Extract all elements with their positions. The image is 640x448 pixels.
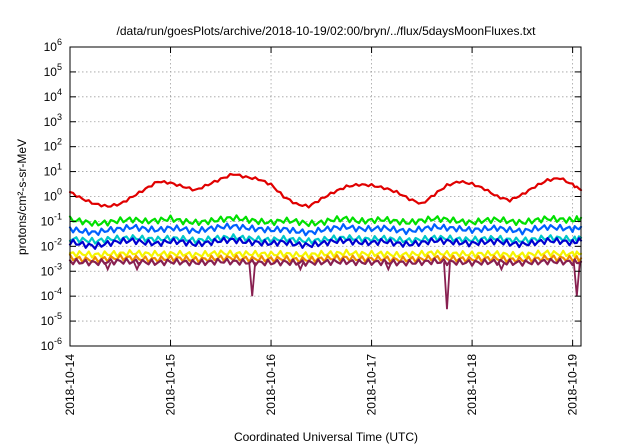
y-tick-exponent: -4: [54, 286, 62, 296]
series-line-3: [68, 222, 583, 237]
y-tick-label: 100: [44, 187, 62, 204]
dip-line: [296, 261, 305, 272]
y-axis: 10-610-510-410-310-210-11001011021031041…: [41, 37, 581, 353]
x-tick-label: 2018-10-16: [264, 354, 278, 416]
y-axis-label: protons/cm²-s-sr-MeV: [15, 139, 29, 255]
dip-line: [384, 261, 393, 272]
y-tick-label: 10-1: [41, 211, 62, 228]
y-tick-label: 103: [44, 112, 62, 129]
y-tick-label: 10-3: [41, 261, 62, 278]
x-tick-label: 2018-10-14: [63, 354, 77, 416]
y-tick-label: 10-4: [41, 286, 62, 303]
y-tick-label: 101: [44, 162, 62, 179]
series-lines: [68, 172, 583, 267]
x-axis: 2018-10-14 2018-10-15 2018-10-16 2018-10-17…: [63, 47, 580, 415]
series-line-8: [68, 257, 583, 267]
y-tick-exponent: 3: [57, 112, 62, 122]
y-tick-label: 106: [44, 37, 62, 54]
dip-lines: [103, 261, 581, 310]
series-line-1: [68, 172, 583, 209]
series-line-4: [68, 233, 583, 245]
y-tick-label: 10-6: [41, 336, 62, 353]
y-tick-label: 10-2: [41, 236, 62, 253]
y-tick-exponent: 5: [57, 62, 62, 72]
y-tick-exponent: 0: [57, 187, 62, 197]
chart-title: /data/run/goesPlots/archive/2018-10-19/0…: [117, 24, 537, 38]
y-tick-label: 105: [44, 62, 62, 79]
series-line-2: [68, 214, 583, 228]
y-tick-exponent: 1: [57, 162, 62, 172]
dip-line: [133, 261, 141, 272]
y-tick-exponent: -5: [54, 311, 62, 321]
y-tick-exponent: 4: [57, 87, 62, 97]
y-tick-exponent: -6: [54, 336, 62, 346]
y-tick-exponent: -1: [54, 211, 62, 221]
y-tick-label: 102: [44, 137, 62, 154]
dip-line: [497, 261, 506, 272]
x-tick-label: 2018-10-17: [365, 354, 379, 416]
dip-line: [103, 261, 112, 272]
y-tick-exponent: 6: [57, 37, 62, 47]
y-tick-label: 104: [44, 87, 62, 104]
x-tick-label: 2018-10-19: [566, 354, 580, 416]
series-line-6: [68, 248, 583, 259]
dip-line: [248, 262, 257, 297]
y-tick-exponent: -2: [54, 236, 62, 246]
dip-line: [572, 262, 581, 297]
dip-line: [443, 262, 451, 310]
y-tick-exponent: 2: [57, 137, 62, 147]
series-line-5: [68, 236, 583, 250]
y-tick-label: 10-5: [41, 311, 62, 328]
y-tick-exponent: -3: [54, 261, 62, 271]
x-tick-label: 2018-10-15: [164, 354, 178, 416]
x-axis-label: Coordinated Universal Time (UTC): [234, 430, 418, 444]
x-tick-label: 2018-10-18: [465, 354, 479, 416]
